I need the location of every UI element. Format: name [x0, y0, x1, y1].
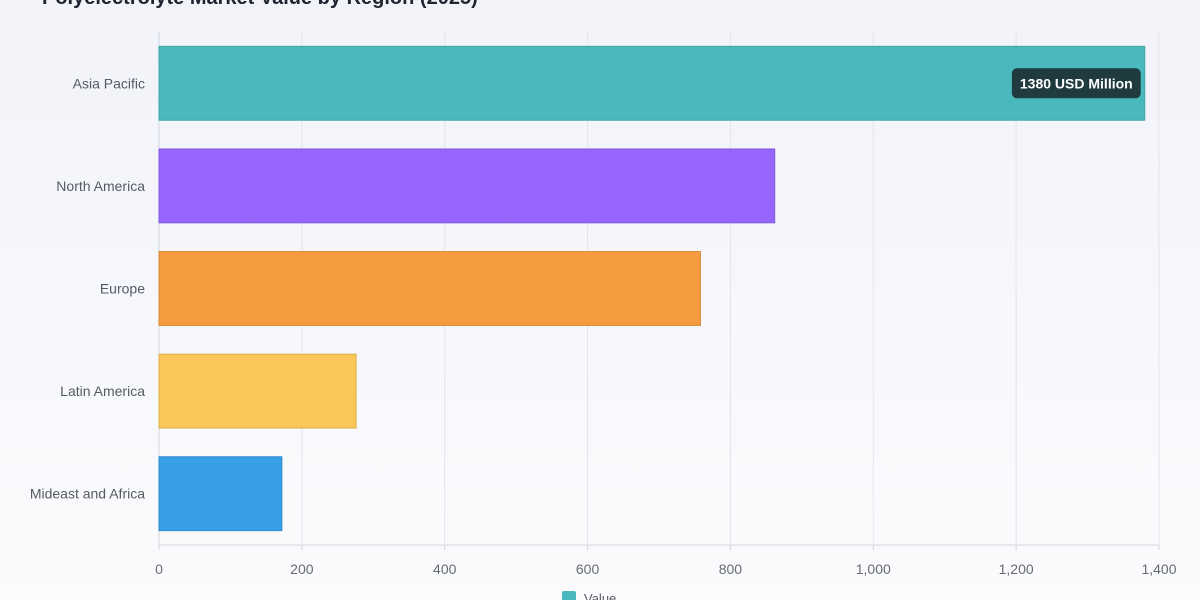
- axes: 0 200 400 600 800 1,000 1,200 1,400 Asia Pacific…: [30, 75, 1177, 577]
- y-category-label: Mideast and Africa: [30, 486, 145, 502]
- y-category-label: Europe: [100, 281, 145, 297]
- bar-north-america[interactable]: [158, 148, 776, 224]
- x-tick-label: 200: [290, 561, 314, 577]
- bar-latin-america[interactable]: [158, 353, 357, 429]
- x-tick-label: 1,000: [856, 561, 891, 577]
- legend-label[interactable]: Value: [584, 591, 616, 600]
- x-tick-label: 400: [433, 561, 457, 577]
- y-category-label: North America: [56, 178, 145, 194]
- y-category-label: Asia Pacific: [73, 75, 145, 91]
- x-tick-label: 600: [576, 561, 600, 577]
- bars: [158, 45, 1146, 532]
- tooltip: 1380 USD Million: [1011, 68, 1141, 99]
- tooltip-box: [1011, 68, 1141, 99]
- bar-mideast-and-africa[interactable]: [158, 456, 283, 532]
- legend[interactable]: Value: [562, 591, 616, 600]
- x-tick-label: 1,200: [999, 561, 1034, 577]
- x-tick-label: 0: [155, 561, 163, 577]
- x-tick-label: 1,400: [1141, 561, 1176, 577]
- bar-europe[interactable]: [158, 251, 701, 326]
- legend-swatch[interactable]: [562, 591, 576, 600]
- tooltip-label: 1380 USD Million: [1020, 75, 1133, 91]
- chart-title: Polyelectrolyte Market Value by Region (…: [42, 0, 478, 9]
- bar-asia-pacific[interactable]: [158, 45, 1146, 121]
- y-category-label: Latin America: [60, 383, 145, 399]
- x-tick-label: 800: [719, 561, 743, 577]
